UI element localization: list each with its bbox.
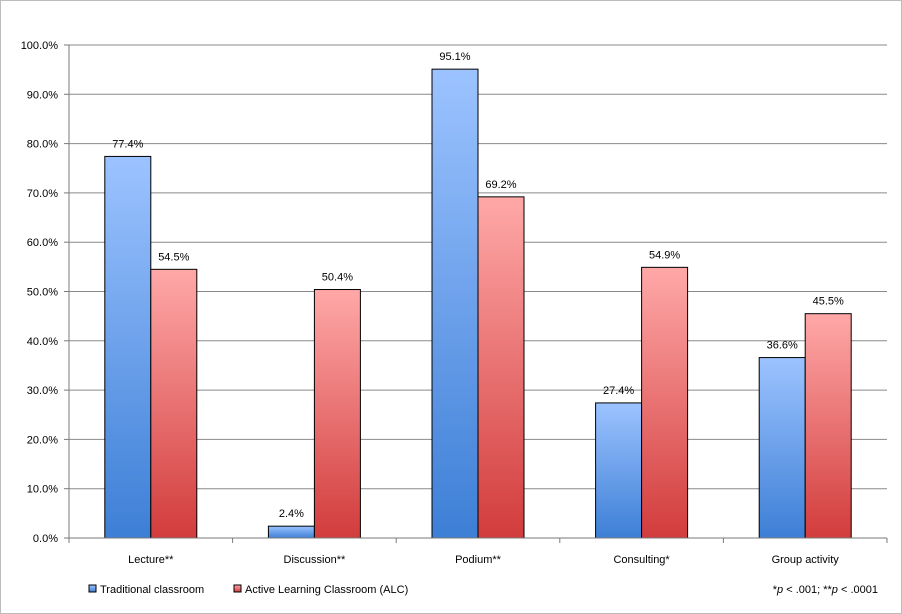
category-label: Group activity (772, 554, 840, 566)
y-axis-tick-labels: 0.0% 10.0% 20.0% 30.0% 40.0% 50.0% 60.0% 70.0% 8… (21, 40, 69, 545)
category-label: Discussion** (284, 554, 346, 566)
y-tick-label: 90.0% (27, 89, 58, 101)
bar-alc-2 (477, 196, 525, 539)
data-label: 45.5% (813, 296, 844, 308)
data-labels: 77.4% 54.5% 2.4% 50.4% 95.1% 69.2% 27.4% 54.9% 3… (112, 51, 844, 520)
y-tick-label: 60.0% (27, 237, 58, 249)
bar-alc-0 (150, 268, 198, 539)
bar-alc-4 (804, 313, 852, 539)
bar-traditional-3 (595, 402, 643, 539)
legend: Traditional classroom Active Learning Cla… (88, 584, 408, 596)
y-tick-label: 100.0% (21, 40, 59, 52)
data-label: 27.4% (603, 385, 634, 397)
y-tick-label: 70.0% (27, 188, 58, 200)
axes (68, 45, 888, 543)
x-axis-category-labels: Lecture** Discussion** Podium** Consulting*… (128, 554, 839, 566)
legend-swatch (88, 584, 97, 593)
significance-footnote: *p < .001; **p < .0001 (773, 584, 878, 596)
bar-traditional-1 (267, 525, 315, 539)
y-tick-label: 80.0% (27, 139, 58, 151)
data-label: 54.5% (158, 251, 189, 263)
bar-alc-3 (641, 266, 689, 539)
data-label: 69.2% (485, 179, 516, 191)
bar-traditional-2 (431, 68, 479, 539)
bar-traditional-0 (104, 155, 152, 539)
y-tick-label: 20.0% (27, 434, 58, 446)
y-tick-label: 40.0% (27, 336, 58, 348)
y-tick-label: 10.0% (27, 484, 58, 496)
category-label: Lecture** (128, 554, 174, 566)
data-label: 95.1% (439, 51, 470, 63)
data-label: 50.4% (322, 272, 353, 284)
y-tick-label: 50.0% (27, 287, 58, 299)
data-label: 54.9% (649, 249, 680, 261)
data-label: 36.6% (767, 340, 798, 352)
category-label: Podium** (455, 554, 502, 566)
legend-label: Active Learning Classroom (ALC) (245, 584, 408, 596)
bar-traditional-4 (758, 357, 806, 539)
bar-alc-1 (313, 289, 361, 539)
y-tick-label: 30.0% (27, 385, 58, 397)
bars (104, 68, 852, 539)
legend-swatch (233, 584, 242, 593)
data-label: 2.4% (279, 508, 304, 520)
y-tick-label: 0.0% (33, 533, 58, 545)
data-label: 77.4% (112, 138, 143, 150)
legend-label: Traditional classroom (100, 584, 204, 596)
category-label: Consulting* (613, 554, 670, 566)
